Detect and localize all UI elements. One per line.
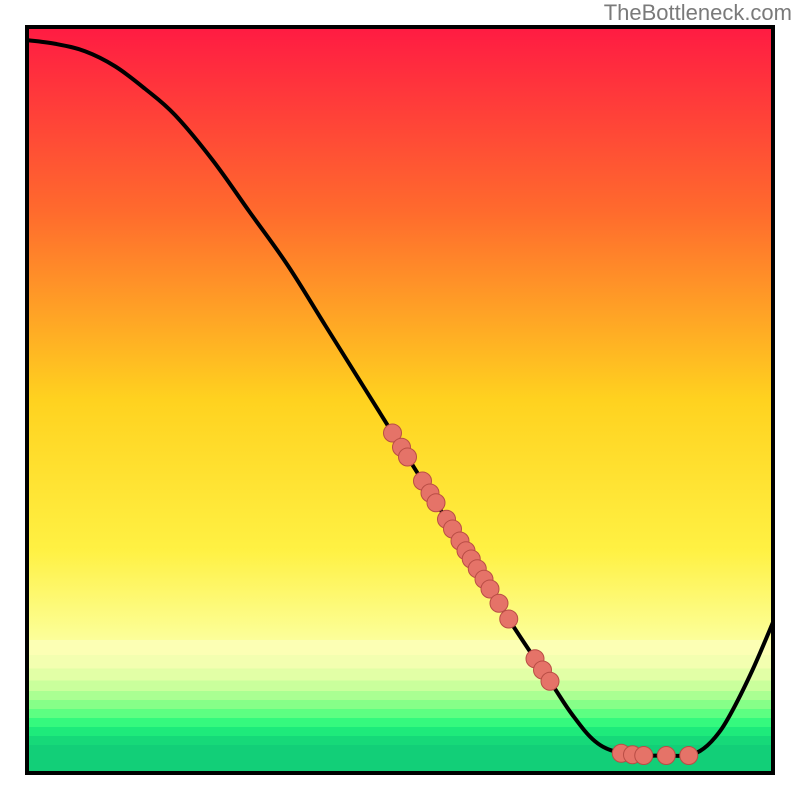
data-marker: [399, 448, 417, 466]
color-band: [25, 736, 775, 746]
color-band: [25, 681, 775, 692]
chart-root: TheBottleneck.com: [0, 0, 800, 800]
data-marker: [680, 747, 698, 765]
data-marker: [541, 672, 559, 690]
chart-svg: [0, 0, 800, 800]
data-marker: [490, 594, 508, 612]
attribution-text: TheBottleneck.com: [604, 0, 792, 26]
data-marker: [427, 494, 445, 512]
color-band: [25, 640, 775, 656]
color-band: [25, 709, 775, 719]
color-band: [25, 727, 775, 737]
data-marker: [657, 747, 675, 765]
data-marker: [500, 610, 518, 628]
plot-area: [25, 25, 775, 776]
color-band: [25, 669, 775, 682]
color-band: [25, 700, 775, 710]
color-band: [25, 655, 775, 669]
color-band: [25, 718, 775, 728]
data-marker: [635, 747, 653, 765]
color-band: [25, 691, 775, 701]
